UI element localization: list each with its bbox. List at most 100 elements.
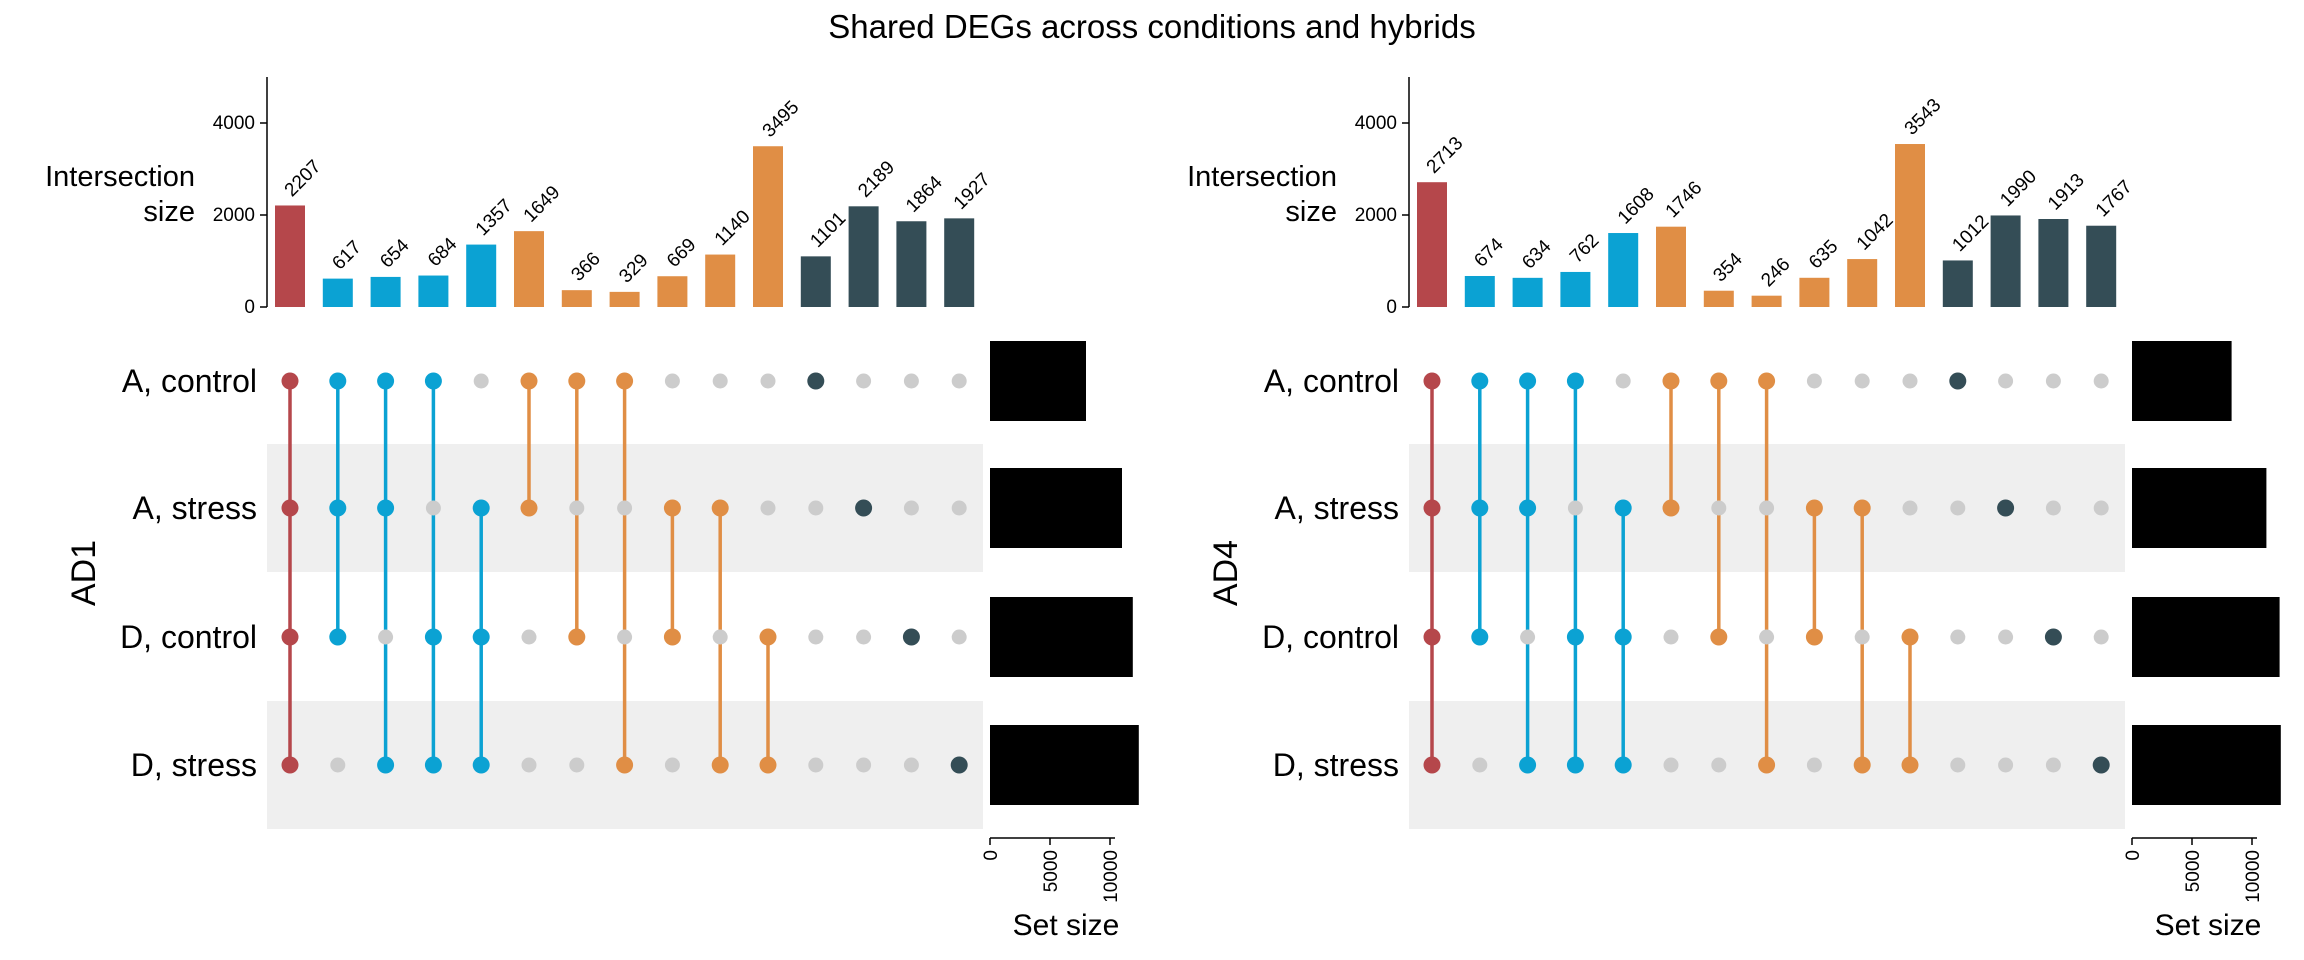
set-name-label: D, stress bbox=[131, 747, 257, 783]
matrix-dot-inactive bbox=[1711, 500, 1727, 516]
matrix-dot-active bbox=[1519, 372, 1537, 390]
matrix-dot-active bbox=[616, 756, 634, 774]
bar-value-label: 1913 bbox=[2044, 170, 2089, 215]
matrix-dot-inactive bbox=[1806, 373, 1822, 389]
bar-value-label: 1927 bbox=[950, 169, 995, 214]
matrix-dot-active bbox=[616, 372, 634, 390]
set-size-tick-label: 5000 bbox=[2183, 850, 2204, 892]
bar-value-label: 634 bbox=[1518, 236, 1556, 274]
y-tick-label: 2000 bbox=[1355, 205, 1397, 226]
bar-value-label: 1101 bbox=[806, 208, 850, 252]
matrix-dot-active bbox=[1471, 372, 1489, 390]
matrix-dot-active bbox=[2044, 628, 2062, 646]
intersection-bar bbox=[657, 276, 688, 307]
bar-value-label: 366 bbox=[567, 248, 604, 285]
bar-value-label: 1649 bbox=[520, 182, 565, 227]
matrix-dot-active bbox=[1710, 628, 1728, 646]
matrix-dot-inactive bbox=[1950, 629, 1966, 645]
matrix-dot-active bbox=[1566, 628, 1584, 646]
bar-value-label: 329 bbox=[615, 250, 652, 287]
set-name-label: D, control bbox=[1262, 619, 1399, 655]
intersection-bar bbox=[1990, 215, 2021, 307]
y-tick-label: 4000 bbox=[213, 113, 255, 134]
matrix-dot-inactive bbox=[1520, 629, 1536, 645]
matrix-dot-inactive bbox=[1950, 757, 1966, 773]
bar-value-label: 2207 bbox=[281, 156, 326, 201]
matrix-dot-active bbox=[1805, 499, 1823, 517]
matrix-dot-active bbox=[377, 499, 395, 517]
matrix-dot-active bbox=[1423, 756, 1441, 774]
matrix-dot-inactive bbox=[2093, 500, 2109, 516]
matrix-dot-active bbox=[568, 628, 586, 646]
set-name-label: A, control bbox=[1264, 363, 1399, 399]
set-size-bar bbox=[990, 468, 1122, 548]
intersection-bar bbox=[1942, 260, 1973, 307]
y-tick-label: 0 bbox=[1386, 297, 1397, 318]
matrix-dot-active bbox=[950, 756, 968, 774]
intersection-bar bbox=[1799, 277, 1830, 307]
matrix-dot-inactive bbox=[664, 373, 680, 389]
matrix-dot-inactive bbox=[1854, 373, 1870, 389]
matrix-dot-active bbox=[663, 499, 681, 517]
intersection-bar bbox=[609, 291, 640, 307]
matrix-dot-active bbox=[424, 756, 442, 774]
bar-value-label: 1012 bbox=[1948, 211, 1993, 256]
matrix-dot-inactive bbox=[569, 500, 585, 516]
set-size-tick-label: 0 bbox=[981, 850, 1002, 861]
matrix-dot-active bbox=[281, 628, 299, 646]
set-size-bar bbox=[2132, 341, 2232, 421]
matrix-dot-inactive bbox=[664, 757, 680, 773]
y-axis-title: size bbox=[143, 196, 195, 228]
matrix-dot-inactive bbox=[856, 629, 872, 645]
intersection-bar bbox=[2038, 219, 2069, 307]
intersection-bar bbox=[1464, 275, 1495, 307]
bar-value-label: 669 bbox=[663, 234, 700, 271]
matrix-dot-inactive bbox=[903, 373, 919, 389]
set-size-tick-label: 10000 bbox=[1101, 850, 1122, 903]
set-size-bar bbox=[2132, 468, 2267, 548]
set-size-bar bbox=[990, 725, 1139, 805]
matrix-dot-inactive bbox=[1759, 500, 1775, 516]
matrix-dot-inactive bbox=[760, 373, 776, 389]
matrix-dot-active bbox=[281, 499, 299, 517]
intersection-bar bbox=[1560, 271, 1591, 307]
matrix-dot-active bbox=[1614, 628, 1632, 646]
matrix-dot-active bbox=[377, 372, 395, 390]
set-size-title: Set size bbox=[2155, 909, 2262, 942]
y-tick-label: 2000 bbox=[213, 205, 255, 226]
bar-value-label: 684 bbox=[424, 234, 462, 272]
intersection-bar bbox=[1417, 182, 1447, 307]
matrix-dot-inactive bbox=[903, 757, 919, 773]
set-size-bar bbox=[990, 341, 1086, 421]
matrix-dot-active bbox=[1662, 372, 1680, 390]
matrix-dot-inactive bbox=[760, 500, 776, 516]
bar-value-label: 1357 bbox=[472, 195, 517, 240]
matrix-dot-active bbox=[281, 372, 299, 390]
matrix-dot-active bbox=[1805, 628, 1823, 646]
matrix-dot-inactive bbox=[856, 757, 872, 773]
intersection-bar bbox=[1847, 259, 1878, 307]
bar-value-label: 3543 bbox=[1901, 95, 1946, 140]
matrix-dot-active bbox=[711, 499, 729, 517]
matrix-dot-inactive bbox=[1759, 629, 1775, 645]
set-name-label: A, control bbox=[122, 363, 257, 399]
matrix-dot-active bbox=[424, 628, 442, 646]
bar-value-label: 1140 bbox=[711, 206, 755, 250]
bar-value-label: 354 bbox=[1709, 249, 1747, 287]
intersection-bar bbox=[275, 205, 305, 307]
matrix-dot-inactive bbox=[2093, 373, 2109, 389]
matrix-dot-active bbox=[1566, 372, 1584, 390]
matrix-dot-inactive bbox=[1998, 757, 2014, 773]
matrix-dot-inactive bbox=[473, 373, 489, 389]
intersection-bar bbox=[1656, 226, 1686, 307]
matrix-dot-active bbox=[1566, 756, 1584, 774]
intersection-bar bbox=[370, 276, 401, 307]
bar-value-label: 617 bbox=[328, 237, 365, 274]
matrix-dot-inactive bbox=[330, 757, 346, 773]
matrix-dot-active bbox=[1471, 628, 1489, 646]
matrix-dot-active bbox=[711, 756, 729, 774]
intersection-bar bbox=[514, 231, 544, 307]
intersection-bar bbox=[1703, 290, 1734, 307]
